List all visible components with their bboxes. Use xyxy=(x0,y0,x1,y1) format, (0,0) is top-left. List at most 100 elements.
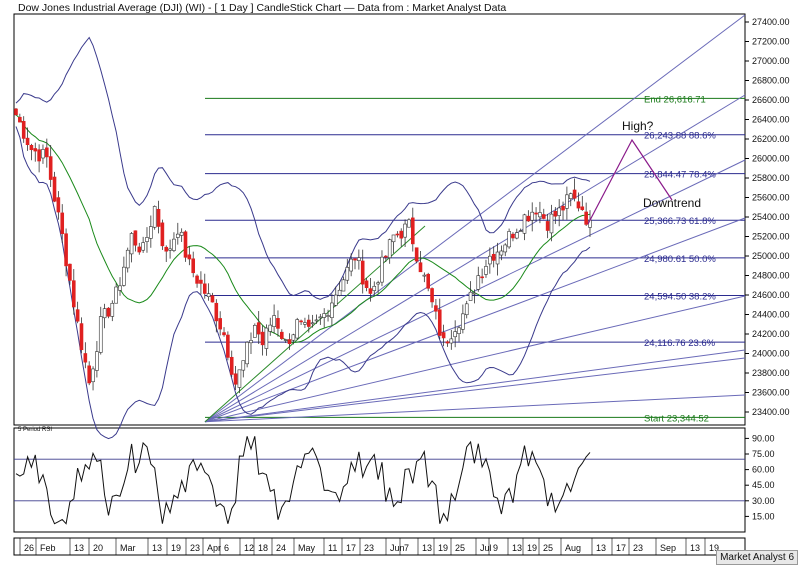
x-tick-label: 25 xyxy=(455,543,465,553)
candle-body xyxy=(322,313,326,318)
candle-body xyxy=(179,231,184,236)
fib-label: 26,243.88 88.6% xyxy=(644,131,716,142)
candle-body xyxy=(102,308,107,319)
candle-body xyxy=(56,197,61,213)
candle-body xyxy=(534,212,538,215)
candle-body xyxy=(122,266,126,286)
candle-body xyxy=(25,137,30,146)
candle-body xyxy=(125,249,130,269)
rsi-tick-label: 15.00 xyxy=(752,511,775,521)
fan-line xyxy=(204,357,746,423)
candle-body xyxy=(330,302,334,318)
candle-body xyxy=(295,319,300,339)
candle-body xyxy=(349,258,353,272)
candle-body xyxy=(152,206,157,228)
candle-body xyxy=(553,210,558,217)
candle-body xyxy=(195,275,199,284)
candle-body xyxy=(384,255,388,258)
x-tick-label: 19 xyxy=(709,543,719,553)
candle-body xyxy=(37,149,41,162)
candle-body xyxy=(256,322,261,335)
candle-body xyxy=(526,215,531,222)
x-tick-label: 13 xyxy=(152,543,162,553)
candle-body xyxy=(360,260,365,285)
candle-body xyxy=(241,360,246,371)
price-tick-label: 25600.00 xyxy=(752,193,790,203)
candle-body xyxy=(280,331,284,339)
candle-body xyxy=(441,332,446,339)
candle-body xyxy=(507,231,511,248)
candle-body xyxy=(503,244,508,253)
candle-body xyxy=(291,334,296,341)
candle-body xyxy=(584,211,588,225)
candle-body xyxy=(276,318,280,329)
price-tick-label: 27000.00 xyxy=(752,56,790,66)
x-tick-label: 11 xyxy=(328,543,337,553)
fan-line xyxy=(204,159,746,423)
candle-body xyxy=(580,206,585,211)
candle-body xyxy=(468,291,473,301)
candle-body xyxy=(214,302,219,322)
rsi-tick-label: 60.00 xyxy=(752,465,775,475)
candle-body xyxy=(538,212,542,218)
x-tick-label: Aug xyxy=(565,543,581,553)
candle-body xyxy=(364,280,369,289)
candle-body xyxy=(160,222,165,247)
candle-body xyxy=(545,221,550,231)
x-tick-label: 13 xyxy=(596,543,606,553)
rsi-line xyxy=(15,436,591,525)
candle-body xyxy=(260,331,265,346)
price-tick-label: 27200.00 xyxy=(752,37,790,47)
candle-body xyxy=(457,327,461,335)
candle-body xyxy=(237,369,242,388)
x-tick-label: 7 xyxy=(404,543,409,553)
candle-body xyxy=(95,351,99,371)
candle-body xyxy=(464,303,469,316)
candle-body xyxy=(172,238,176,251)
candle-body xyxy=(75,309,80,322)
candle-body xyxy=(202,283,207,294)
candle-body xyxy=(445,341,450,344)
candle-body xyxy=(318,316,323,319)
candle-body xyxy=(407,219,411,228)
candle-body xyxy=(499,250,504,256)
rsi-tick-label: 45.00 xyxy=(752,480,775,490)
candle-body xyxy=(434,305,438,312)
price-tick-label: 24400.00 xyxy=(752,310,790,320)
candle-body xyxy=(253,325,257,338)
candle-body xyxy=(341,279,346,292)
candle-body xyxy=(175,233,180,238)
candle-body xyxy=(118,285,122,291)
candle-body xyxy=(187,254,192,260)
annotation-downtrend: Downtrend xyxy=(643,196,701,210)
candle-body xyxy=(565,194,569,209)
candle-body xyxy=(333,294,338,306)
x-tick-label: Mar xyxy=(120,543,136,553)
candle-body xyxy=(145,237,149,242)
candle-body xyxy=(106,307,111,317)
fan-line xyxy=(204,295,746,423)
candle-body xyxy=(372,285,377,291)
bollinger-lower xyxy=(15,126,591,440)
candle-body xyxy=(91,368,95,383)
rsi-panel-frame xyxy=(13,427,746,533)
candle-body xyxy=(226,334,230,358)
candle-body xyxy=(199,279,203,284)
fan-line xyxy=(204,349,746,423)
candle-body xyxy=(29,145,34,151)
candle-body xyxy=(480,276,484,279)
candle-body xyxy=(326,315,330,317)
fib-label: End 26,616.71 xyxy=(644,94,706,105)
fib-label: 24,980.61 50.0% xyxy=(644,254,716,265)
x-tick-label: 20 xyxy=(93,543,103,553)
x-tick-label: 25 xyxy=(543,543,553,553)
x-tick-label: 13 xyxy=(422,543,432,553)
candle-body xyxy=(33,148,38,152)
candle-body xyxy=(222,332,226,336)
price-tick-label: 26600.00 xyxy=(752,95,790,105)
price-tick-label: 25800.00 xyxy=(752,173,790,183)
candle-body xyxy=(299,320,303,323)
candle-body xyxy=(576,201,581,209)
candle-body xyxy=(353,258,357,261)
candle-body xyxy=(21,121,26,139)
